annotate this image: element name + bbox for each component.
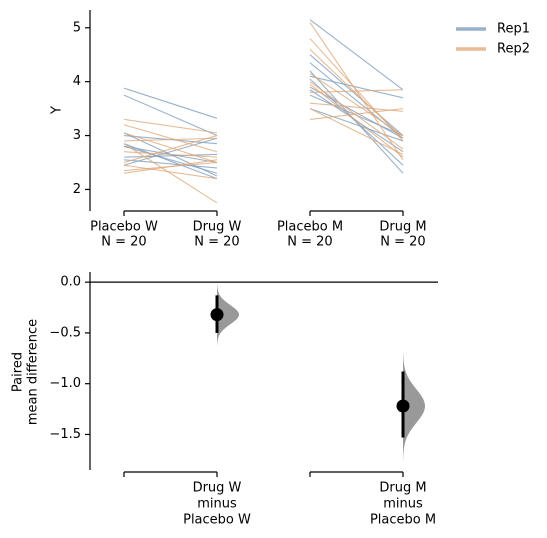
slope-line	[123, 143, 218, 204]
slope-line	[123, 153, 218, 158]
slope-line	[123, 87, 218, 119]
slope-line	[123, 151, 218, 158]
x-tick-label: Drug M	[379, 481, 426, 496]
slope-line	[309, 89, 404, 93]
legend-label: Rep2	[497, 42, 530, 57]
y-tick-label: −1.5	[49, 427, 81, 442]
mean-difference	[210, 308, 224, 322]
x-tick-label: N = 20	[380, 235, 425, 250]
slope-line	[123, 132, 218, 164]
y-axis-label: Paired	[11, 352, 26, 392]
slope-line	[123, 159, 218, 174]
x-tick-label: minus	[197, 497, 237, 512]
y-tick-label: 4	[73, 74, 81, 89]
x-tick-label: Drug W	[193, 220, 242, 235]
y-tick-label: 2	[73, 182, 81, 197]
slope-line	[123, 118, 218, 134]
slope-line	[309, 48, 404, 139]
slope-line	[309, 75, 404, 99]
slope-line	[309, 73, 404, 137]
y-tick-label: 5	[73, 20, 81, 35]
slope-line	[309, 108, 404, 142]
bootstrap-distribution	[403, 352, 425, 460]
x-tick-label: Drug M	[379, 220, 426, 235]
x-tick-label: Placebo M	[370, 513, 436, 528]
slope-line	[309, 62, 404, 139]
slope-line	[123, 164, 218, 180]
slope-line	[309, 86, 404, 139]
legend-label: Rep1	[497, 22, 530, 37]
slope-line	[309, 108, 404, 120]
y-tick-label: −0.5	[49, 325, 81, 340]
slope-line	[309, 81, 404, 150]
slope-line	[309, 19, 404, 91]
x-tick-label: Placebo M	[277, 220, 343, 235]
y-axis-label: mean difference	[26, 319, 41, 425]
y-axis-label: Y	[50, 106, 65, 115]
slope-line	[309, 83, 404, 158]
x-tick-label: Placebo W	[183, 513, 251, 528]
x-tick-label: N = 20	[287, 235, 332, 250]
y-tick-label: 3	[73, 128, 81, 143]
slope-line	[309, 54, 404, 136]
x-tick-label: minus	[383, 497, 423, 512]
x-tick-label: N = 20	[194, 235, 239, 250]
mean-difference	[396, 399, 410, 413]
slope-line	[123, 137, 218, 142]
y-tick-label: 0.0	[60, 275, 81, 290]
x-tick-label: Drug W	[193, 481, 242, 496]
x-tick-label: N = 20	[101, 235, 146, 250]
bootstrap-distribution	[217, 283, 239, 346]
x-tick-label: Placebo W	[90, 220, 158, 235]
slope-line	[123, 94, 218, 137]
slope-line	[123, 145, 218, 174]
y-tick-label: −1.0	[49, 376, 81, 391]
slope-line	[123, 135, 218, 164]
slope-line	[309, 108, 404, 155]
slope-line	[123, 124, 218, 153]
